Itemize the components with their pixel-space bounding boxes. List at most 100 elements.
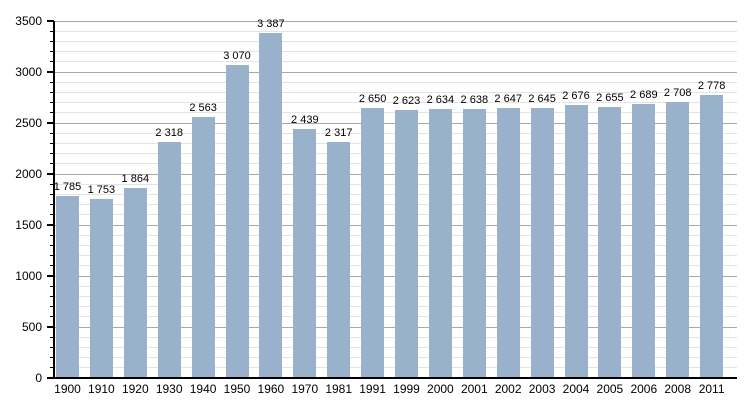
y-axis-minor-tick xyxy=(50,91,54,93)
bar xyxy=(327,141,351,378)
y-axis-major-tick xyxy=(47,224,54,226)
minor-gridline xyxy=(54,30,737,32)
bar-value-label: 2 317 xyxy=(324,126,353,139)
major-gridline xyxy=(54,20,737,22)
x-axis-label: 1960 xyxy=(257,382,285,396)
y-axis-minor-tick xyxy=(50,285,54,287)
y-axis-label: 1500 xyxy=(15,218,42,232)
bar-value-label: 2 647 xyxy=(494,93,522,105)
bar xyxy=(632,103,656,378)
y-axis-minor-tick xyxy=(50,316,54,318)
bar-value-label: 3 070 xyxy=(223,49,251,62)
y-axis-major-tick xyxy=(47,20,54,22)
bar-value-label: 3 387 xyxy=(257,17,285,30)
x-axis-label: 2000 xyxy=(427,382,454,396)
y-axis-minor-tick xyxy=(50,112,54,114)
bar-value-label: 2 778 xyxy=(697,79,726,92)
bar-value-label: 2 645 xyxy=(528,93,556,106)
x-axis-label: 1991 xyxy=(359,382,386,396)
y-axis-minor-tick xyxy=(50,30,54,32)
y-axis-minor-tick xyxy=(50,142,54,144)
major-gridline xyxy=(54,71,737,73)
y-axis-minor-tick xyxy=(50,295,54,297)
bar xyxy=(598,107,622,378)
x-axis-label: 2005 xyxy=(596,382,624,396)
y-axis-major-tick xyxy=(47,71,54,73)
x-axis-label: 1910 xyxy=(88,382,115,396)
x-axis-label: 1940 xyxy=(189,382,217,396)
x-axis-label: 1999 xyxy=(393,382,420,396)
bar-value-label: 2 676 xyxy=(562,90,590,103)
y-axis-label: 2000 xyxy=(15,167,42,181)
bar xyxy=(666,101,690,378)
minor-gridline xyxy=(54,61,737,63)
bar-value-label: 1 785 xyxy=(53,180,82,193)
bar xyxy=(564,105,588,378)
x-axis-label: 2006 xyxy=(630,382,658,396)
bar-value-label: 2 623 xyxy=(392,95,421,108)
bar xyxy=(530,108,554,378)
y-axis-minor-tick xyxy=(50,163,54,165)
bar-value-label: 2 318 xyxy=(155,126,183,139)
y-axis-minor-tick xyxy=(50,204,54,206)
bar-value-label: 2 638 xyxy=(460,93,489,106)
x-axis-label: 1970 xyxy=(291,382,319,396)
y-axis-minor-tick xyxy=(50,132,54,134)
y-axis-minor-tick xyxy=(50,367,54,369)
y-axis-minor-tick xyxy=(50,346,54,348)
bar xyxy=(462,108,486,378)
x-axis-line xyxy=(53,377,737,379)
x-axis-label: 1981 xyxy=(325,382,353,396)
y-axis-minor-tick xyxy=(50,244,54,246)
bar-value-label: 2 655 xyxy=(596,92,624,105)
bar xyxy=(395,110,418,378)
y-axis-minor-tick xyxy=(50,153,54,155)
y-axis-minor-tick xyxy=(50,81,54,83)
bar xyxy=(123,187,147,378)
y-axis-major-tick xyxy=(47,275,54,277)
bar xyxy=(191,116,215,378)
y-axis-minor-tick xyxy=(50,183,54,185)
x-axis-label: 1950 xyxy=(223,382,251,396)
bar xyxy=(428,109,452,378)
bar xyxy=(496,108,520,378)
y-axis-major-tick xyxy=(47,173,54,175)
y-axis-label: 3500 xyxy=(15,14,42,28)
y-axis-minor-tick xyxy=(50,357,54,359)
minor-gridline xyxy=(54,91,737,93)
x-axis-label: 1930 xyxy=(155,382,183,396)
bar xyxy=(293,129,317,378)
x-axis-label: 2002 xyxy=(494,382,522,396)
y-axis-major-tick xyxy=(47,377,54,379)
x-axis-label: 2011 xyxy=(698,382,725,396)
y-axis-minor-tick xyxy=(50,336,54,338)
bar-value-label: 1 864 xyxy=(121,172,150,185)
y-axis-major-tick xyxy=(47,122,54,124)
bar xyxy=(225,64,249,378)
bar-value-label: 2 689 xyxy=(630,88,658,101)
minor-gridline xyxy=(54,51,737,53)
x-axis-label: 2003 xyxy=(528,382,556,396)
bar-value-label: 2 439 xyxy=(291,114,319,127)
bar xyxy=(56,195,79,378)
minor-gridline xyxy=(54,81,737,83)
y-axis-label: 1000 xyxy=(15,269,42,283)
bar xyxy=(157,141,181,378)
y-axis-major-tick xyxy=(47,326,54,328)
y-axis-minor-tick xyxy=(50,255,54,257)
bar-value-label: 2 708 xyxy=(663,86,692,99)
bar xyxy=(700,94,724,378)
y-axis-minor-tick xyxy=(50,234,54,236)
minor-gridline xyxy=(54,40,737,42)
bar xyxy=(259,32,283,378)
x-axis-label: 2008 xyxy=(664,382,692,396)
bar-value-label: 2 650 xyxy=(358,92,387,105)
y-axis-label: 500 xyxy=(21,320,42,334)
x-axis-label: 1920 xyxy=(121,382,149,396)
y-axis-minor-tick xyxy=(50,265,54,267)
bar-value-label: 2 563 xyxy=(189,101,217,114)
y-axis-minor-tick xyxy=(50,214,54,216)
y-axis-minor-tick xyxy=(50,193,54,195)
y-axis-minor-tick xyxy=(50,51,54,53)
